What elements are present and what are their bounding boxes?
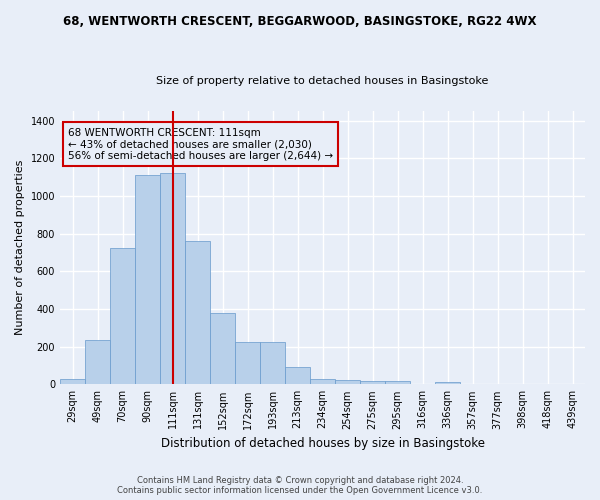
Y-axis label: Number of detached properties: Number of detached properties xyxy=(15,160,25,336)
Bar xyxy=(60,378,85,384)
Bar xyxy=(360,380,385,384)
Bar xyxy=(435,382,460,384)
Bar xyxy=(85,340,110,384)
X-axis label: Distribution of detached houses by size in Basingstoke: Distribution of detached houses by size … xyxy=(161,437,485,450)
Title: Size of property relative to detached houses in Basingstoke: Size of property relative to detached ho… xyxy=(157,76,489,86)
Bar xyxy=(385,382,410,384)
Bar xyxy=(110,248,135,384)
Bar xyxy=(335,380,360,384)
Bar xyxy=(260,342,285,384)
Bar xyxy=(285,368,310,384)
Bar xyxy=(160,174,185,384)
Bar xyxy=(135,176,160,384)
Text: 68, WENTWORTH CRESCENT, BEGGARWOOD, BASINGSTOKE, RG22 4WX: 68, WENTWORTH CRESCENT, BEGGARWOOD, BASI… xyxy=(63,15,537,28)
Text: Contains HM Land Registry data © Crown copyright and database right 2024.
Contai: Contains HM Land Registry data © Crown c… xyxy=(118,476,482,495)
Bar xyxy=(310,378,335,384)
Bar xyxy=(185,241,210,384)
Text: 68 WENTWORTH CRESCENT: 111sqm
← 43% of detached houses are smaller (2,030)
56% o: 68 WENTWORTH CRESCENT: 111sqm ← 43% of d… xyxy=(68,128,333,161)
Bar xyxy=(235,342,260,384)
Bar xyxy=(210,313,235,384)
